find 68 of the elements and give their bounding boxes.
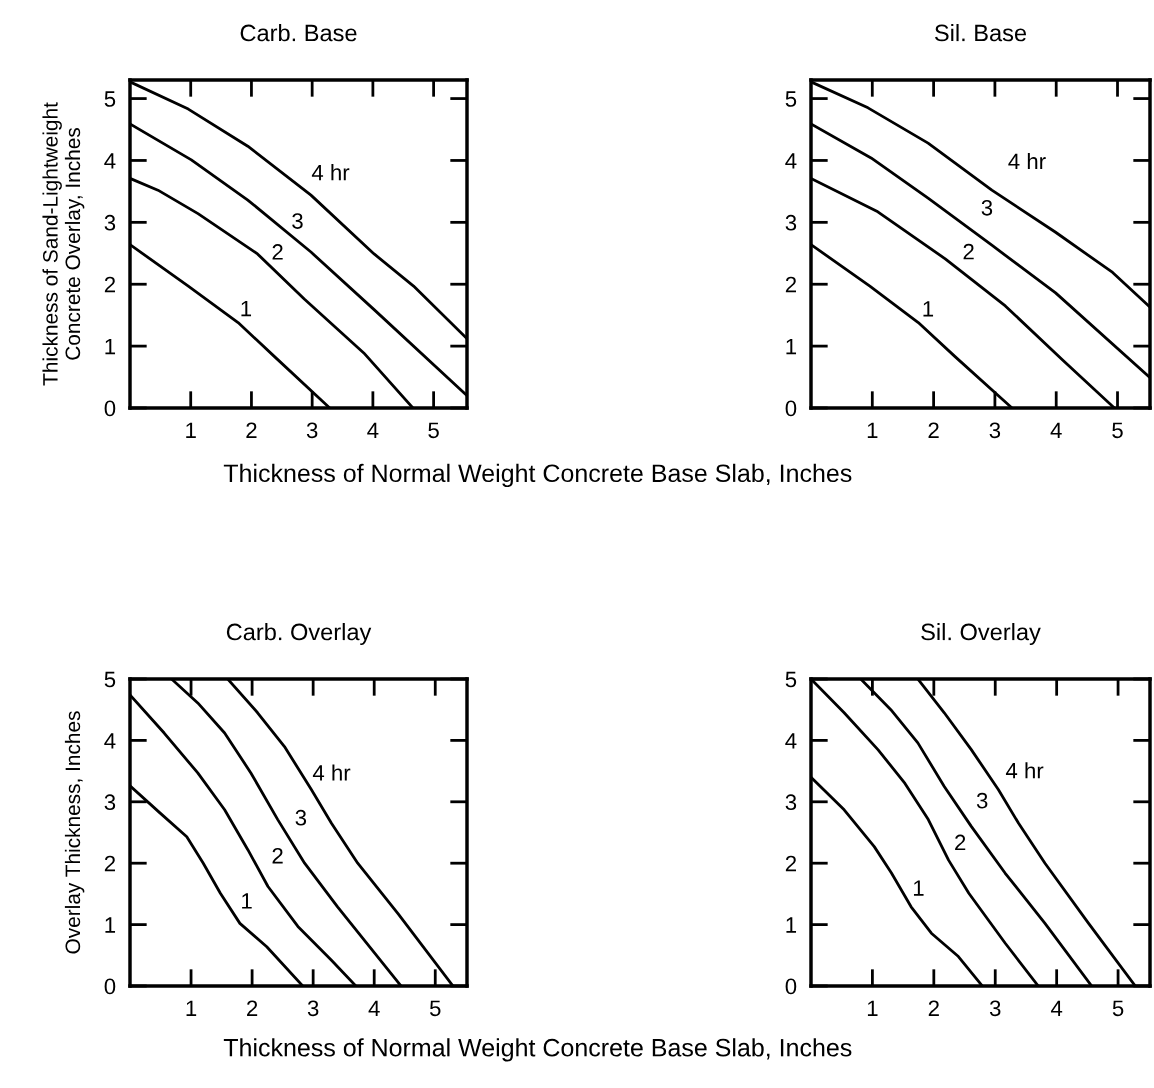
- x-tick-label: 5: [1112, 422, 1123, 439]
- y-tick-label: 0: [785, 978, 797, 995]
- y-tick-label: 5: [104, 671, 116, 688]
- annotation: 1: [923, 301, 934, 317]
- annotation: 2: [963, 243, 974, 260]
- y-axis-title: Thickness of Sand-Lightweight Concrete Overlay, Inches: [42, 102, 85, 386]
- x-tick-label: 1: [867, 1000, 878, 1016]
- y-tick-label: 3: [785, 214, 797, 231]
- annotation: 1: [242, 893, 252, 909]
- x-axis-title: Thickness of Normal Weight Concrete Base Slab, Inches: [223, 463, 852, 488]
- annotation: 3: [295, 809, 307, 826]
- y-tick-label: 4: [785, 733, 797, 749]
- x-tick-label: 2: [928, 1000, 939, 1016]
- y-tick-label: 5: [785, 91, 797, 107]
- annotation: 2: [272, 847, 283, 864]
- annotation: 3: [292, 213, 303, 229]
- x-tick-label: 5: [1112, 1000, 1124, 1017]
- y-tick-label: 3: [785, 794, 797, 811]
- x-tick-label: 5: [429, 1000, 441, 1017]
- chart-title: Sil. Overlay: [921, 623, 1041, 646]
- annotation: 3: [976, 792, 988, 809]
- y-tick-label: 4: [104, 733, 116, 749]
- chart-title: Carb. Overlay: [226, 623, 372, 646]
- y-tick-label: 0: [785, 400, 797, 417]
- x-tick-label: 2: [928, 422, 939, 438]
- y-tick-label: 2: [785, 855, 796, 872]
- annotation: 4 hr: [1008, 152, 1046, 170]
- x-tick-label: 1: [867, 422, 878, 438]
- chart-title: Sil. Base: [934, 24, 1027, 42]
- y-axis-title: Overlay Thickness, Inches: [64, 711, 85, 954]
- y-tick-label: 0: [104, 400, 116, 417]
- annotation: 3: [981, 199, 993, 216]
- x-tick-label: 4: [367, 422, 379, 438]
- x-tick-label: 2: [247, 1000, 258, 1016]
- x-tick-label: 1: [186, 1000, 197, 1016]
- y-tick-label: 3: [104, 214, 116, 231]
- y-tick-label: 0: [104, 978, 116, 995]
- y-tick-label: 4: [785, 153, 797, 169]
- y-tick-label: 2: [785, 276, 796, 293]
- x-tick-label: 4: [368, 1000, 380, 1016]
- x-tick-label: 1: [186, 422, 196, 438]
- annotation: 1: [913, 880, 924, 896]
- y-tick-label: 5: [785, 671, 797, 688]
- annotation: 4 hr: [312, 764, 351, 781]
- y-tick-label: 1: [105, 338, 116, 355]
- y-tick-label: 5: [104, 91, 116, 107]
- annotation: 2: [955, 834, 966, 851]
- y-tick-label: 3: [104, 794, 116, 811]
- annotation: 1: [241, 300, 252, 317]
- annotation: 4 hr: [311, 164, 350, 181]
- x-tick-label: 2: [246, 422, 257, 438]
- y-tick-label: 4: [104, 153, 116, 169]
- x-tick-label: 4: [1050, 422, 1062, 438]
- annotation: 2: [272, 244, 283, 260]
- annotation: 4 hr: [1005, 762, 1044, 779]
- x-tick-label: 3: [306, 422, 318, 439]
- y-tick-label: 1: [786, 338, 797, 355]
- chart-title: Carb. Base: [240, 24, 357, 42]
- x-tick-label: 5: [428, 422, 439, 439]
- y-tick-label: 2: [104, 855, 115, 872]
- x-tick-label: 3: [307, 1000, 319, 1017]
- y-tick-label: 1: [786, 917, 797, 933]
- y-tick-label: 1: [105, 917, 116, 933]
- x-axis-title: Thickness of Normal Weight Concrete Base Slab, Inches: [223, 1038, 852, 1062]
- x-tick-label: 3: [989, 422, 1001, 439]
- y-tick-label: 2: [104, 276, 115, 293]
- x-tick-label: 3: [989, 1000, 1001, 1017]
- x-tick-label: 4: [1050, 1000, 1063, 1016]
